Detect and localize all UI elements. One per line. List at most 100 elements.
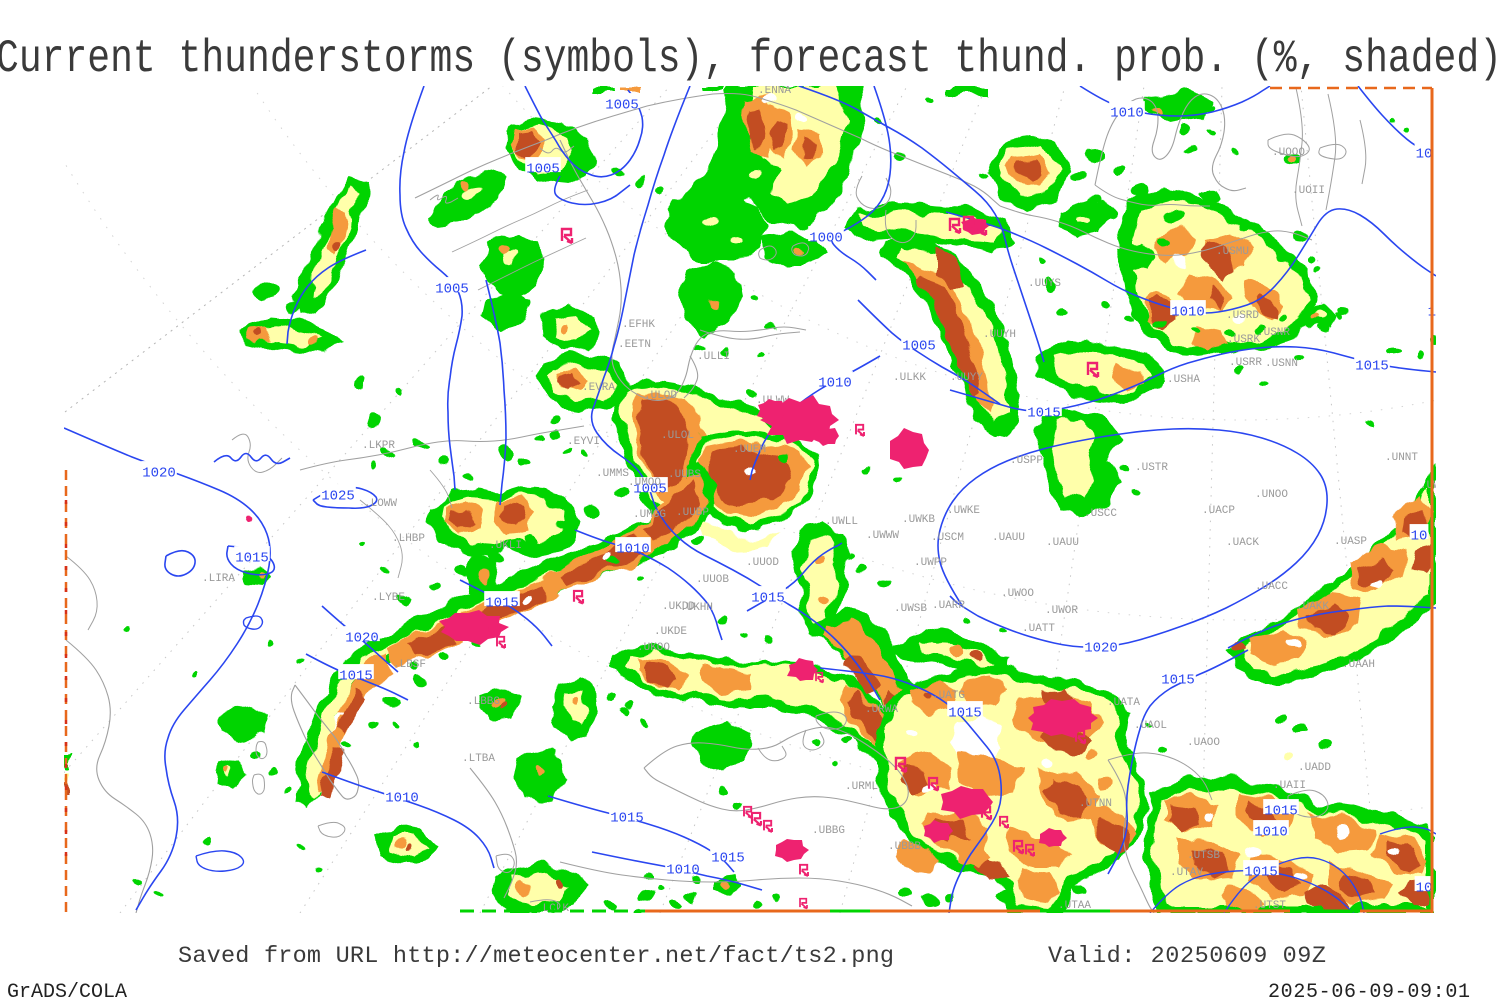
- svg-text:.UWKB: .UWKB: [902, 514, 935, 526]
- svg-text:.UKDD: .UKDD: [662, 601, 695, 613]
- svg-text:.UOII: .UOII: [1292, 185, 1325, 197]
- svg-text:.UKHH: .UKHH: [680, 602, 713, 614]
- svg-text:.UMGG: .UMGG: [633, 509, 666, 521]
- svg-text:.UAUU: .UAUU: [992, 532, 1025, 544]
- svg-text:1015: 1015: [1355, 358, 1389, 374]
- svg-text:.UWWW: .UWWW: [866, 530, 899, 542]
- svg-text:1015: 1015: [1161, 672, 1195, 688]
- svg-text:.UAII: .UAII: [1273, 780, 1306, 792]
- svg-text:.UUYS: .UUYS: [1028, 278, 1061, 290]
- svg-text:.UATA: .UATA: [1107, 697, 1140, 709]
- svg-text:.UTST: .UTST: [1253, 900, 1286, 912]
- svg-text:.UWOR: .UWOR: [1045, 605, 1078, 617]
- svg-text:10: 10: [1416, 880, 1433, 896]
- svg-text:1015: 1015: [711, 850, 745, 866]
- svg-text:.UNNT: .UNNT: [1385, 452, 1418, 464]
- svg-text:.LKPR: .LKPR: [362, 440, 395, 452]
- svg-text:.UUEM: .UUEM: [733, 444, 766, 456]
- svg-text:1010: 1010: [818, 375, 852, 391]
- svg-text:.UATG: .UATG: [932, 690, 965, 702]
- svg-text:.EFHK: .EFHK: [622, 319, 655, 331]
- svg-text:Valid: 20250609 09Z: Valid: 20250609 09Z: [1048, 943, 1326, 970]
- svg-text:.UKOO: .UKOO: [637, 642, 670, 654]
- svg-text:.UMMS: .UMMS: [596, 468, 629, 480]
- svg-text:.UWKE: .UWKE: [947, 505, 980, 517]
- svg-text:.UUBP: .UUBP: [676, 507, 709, 519]
- svg-text:.LBBG: .LBBG: [467, 696, 500, 708]
- svg-text:.UBBB: .UBBB: [888, 841, 921, 853]
- svg-text:.LIRA: .LIRA: [202, 573, 235, 585]
- svg-text:.USRD: .USRD: [1226, 310, 1259, 322]
- svg-text:.LTBA: .LTBA: [462, 753, 495, 765]
- svg-text:.UAKK: .UAKK: [1296, 601, 1329, 613]
- svg-text:1015: 1015: [1244, 864, 1278, 880]
- svg-text:.UACP: .UACP: [1202, 505, 1235, 517]
- svg-text:1010: 1010: [385, 790, 419, 806]
- svg-text:.UAAH: .UAAH: [1342, 659, 1375, 671]
- svg-text:1010: 1010: [1110, 105, 1144, 121]
- svg-text:1005: 1005: [435, 281, 469, 297]
- svg-text:1015: 1015: [610, 810, 644, 826]
- svg-text:1015: 1015: [485, 595, 519, 611]
- svg-text:.UKDE: .UKDE: [654, 626, 687, 638]
- svg-text:.UTAA: .UTAA: [1058, 900, 1091, 912]
- svg-text:.EVRA: .EVRA: [582, 382, 615, 394]
- svg-text:1015: 1015: [235, 550, 269, 566]
- svg-text:.USRK: .USRK: [1227, 334, 1260, 346]
- svg-text:1005: 1005: [526, 161, 560, 177]
- svg-text:.USCM: .USCM: [931, 532, 964, 544]
- svg-text:1010: 1010: [666, 862, 700, 878]
- svg-text:1015: 1015: [1027, 405, 1061, 421]
- svg-text:.UWOO: .UWOO: [1001, 588, 1034, 600]
- svg-text:.UTAV: .UTAV: [1170, 867, 1203, 879]
- svg-text:.LCLK: .LCLK: [536, 903, 569, 915]
- svg-text:.USPP: .USPP: [1010, 455, 1043, 467]
- svg-text:.ULOL: .ULOL: [661, 430, 694, 442]
- svg-text:.UBBG: .UBBG: [812, 825, 845, 837]
- svg-text:1005: 1005: [902, 338, 936, 354]
- svg-text:.UAOL: .UAOL: [1134, 720, 1167, 732]
- svg-text:.ULOD: .ULOD: [644, 390, 677, 402]
- svg-text:.UWPP: .UWPP: [914, 557, 947, 569]
- svg-text:.UARR: .UARR: [932, 600, 965, 612]
- svg-text:.LHBP: .LHBP: [392, 533, 425, 545]
- svg-text:.UMOO: .UMOO: [628, 477, 661, 489]
- svg-text:.UUBS: .UUBS: [668, 469, 701, 481]
- svg-text:.EYVI: .EYVI: [567, 436, 600, 448]
- svg-text:.UATT: .UATT: [1022, 623, 1055, 635]
- svg-text:1025: 1025: [321, 488, 355, 504]
- svg-text:.UUYH: .UUYH: [983, 329, 1016, 341]
- svg-text:.EETN: .EETN: [618, 339, 651, 351]
- svg-text:.UACC: .UACC: [1255, 581, 1288, 593]
- svg-text:.UKLI: .UKLI: [489, 540, 522, 552]
- svg-text:.ULLI: .ULLI: [697, 351, 730, 363]
- svg-text:1010: 1010: [1254, 824, 1288, 840]
- svg-text:Saved from URL http://meteocen: Saved from URL http://meteocenter.net/fa…: [178, 943, 894, 970]
- svg-text:.UUOD: .UUOD: [746, 557, 779, 569]
- svg-text:.USMU: .USMU: [1216, 246, 1249, 258]
- svg-text:.UAUU: .UAUU: [1046, 537, 1079, 549]
- svg-text:.UADD: .UADD: [1298, 762, 1331, 774]
- svg-text:1015: 1015: [1264, 803, 1298, 819]
- svg-text:.USTR: .USTR: [1135, 462, 1168, 474]
- svg-text:.UOOO: .UOOO: [1272, 147, 1305, 159]
- svg-text:.ENNA: .ENNA: [758, 85, 791, 97]
- svg-text:.UTSB: .UTSB: [1187, 850, 1220, 862]
- svg-text:1010: 1010: [1171, 304, 1205, 320]
- svg-text:.USHA: .USHA: [1167, 374, 1200, 386]
- svg-text:1005: 1005: [633, 481, 667, 497]
- svg-text:.LOWW: .LOWW: [364, 498, 397, 510]
- svg-text:.UUOB: .UUOB: [696, 574, 729, 586]
- svg-text:1020: 1020: [1084, 640, 1118, 656]
- svg-text:1020: 1020: [345, 630, 379, 646]
- svg-text:.UTNN: .UTNN: [1079, 798, 1112, 810]
- svg-text:1010: 1010: [616, 541, 650, 557]
- svg-text:.USCC: .USCC: [1084, 508, 1117, 520]
- svg-text:Current thunderstorms (symbols: Current thunderstorms (symbols), forecas…: [0, 33, 1500, 85]
- svg-text:1020: 1020: [142, 465, 176, 481]
- svg-text:1015: 1015: [948, 705, 982, 721]
- svg-text:1015: 1015: [339, 668, 373, 684]
- svg-text:.ULKK: .ULKK: [893, 372, 926, 384]
- svg-text:.URWA: .URWA: [865, 704, 898, 716]
- svg-text:1005: 1005: [605, 97, 639, 113]
